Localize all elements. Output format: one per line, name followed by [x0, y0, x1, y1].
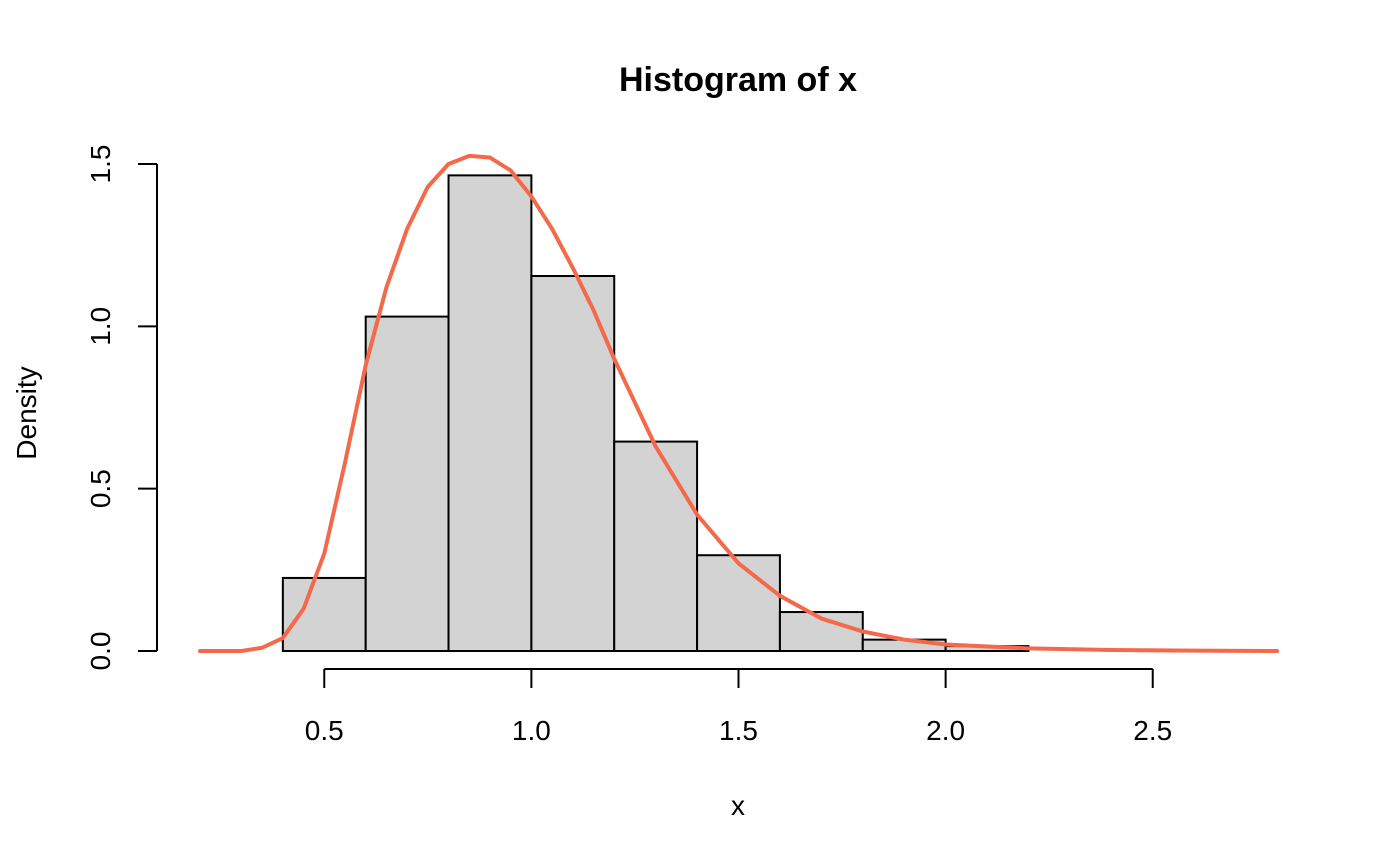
x-axis-label: x: [731, 790, 745, 821]
histogram-bar: [530, 275, 616, 652]
x-tick-label: 2.0: [926, 715, 965, 746]
histogram-bar: [696, 554, 781, 652]
x-tick-label: 1.0: [512, 715, 551, 746]
histogram-bar: [281, 576, 367, 653]
y-tick-label: 0.0: [85, 632, 116, 671]
y-tick-label: 1.5: [85, 145, 116, 184]
x-tick-label: 0.5: [305, 715, 344, 746]
histogram-bar: [364, 315, 450, 652]
histogram-bar: [447, 174, 533, 652]
y-tick-label: 1.0: [85, 307, 116, 346]
bars-layer: [281, 174, 1030, 653]
x-tick-label: 1.5: [719, 715, 758, 746]
density-curve-layer: [198, 153, 1279, 653]
histogram-bar: [613, 440, 699, 652]
chart-title: Histogram of x: [619, 61, 857, 99]
density-curve: [198, 153, 1279, 653]
y-tick-label: 0.5: [85, 469, 116, 508]
x-tick-label: 2.5: [1133, 715, 1172, 746]
y-axis-label: Density: [11, 366, 42, 459]
axes-layer: 0.5 1.0 1.5 2.0 2.5 0.0 0.5 1.0 1.5: [85, 145, 1172, 746]
